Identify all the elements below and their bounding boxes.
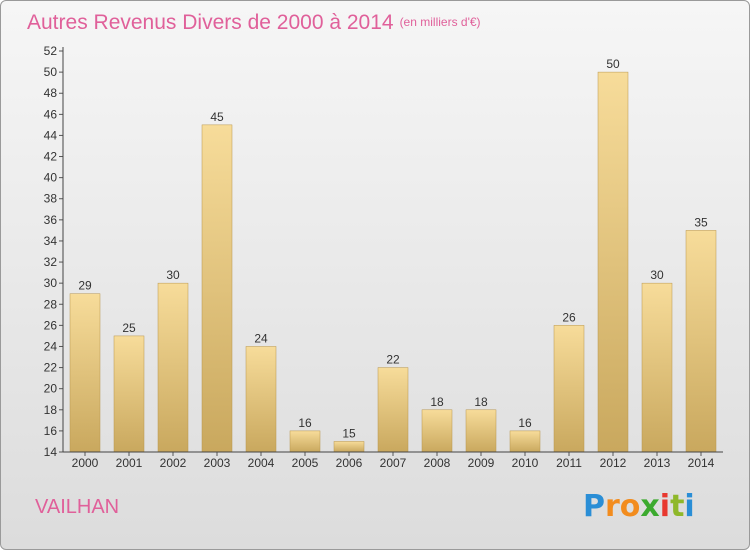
- y-tick-label: 52: [44, 44, 58, 58]
- y-tick-label: 28: [44, 297, 58, 311]
- logo-letter: t: [670, 489, 685, 524]
- y-tick-label: 22: [44, 361, 58, 375]
- x-tick-label: 2012: [600, 456, 627, 470]
- x-tick-label: 2001: [116, 456, 143, 470]
- logo-letter: r: [605, 489, 620, 524]
- bar-value-label: 50: [606, 57, 620, 71]
- y-tick-label: 44: [44, 128, 58, 142]
- x-tick-label: 2005: [292, 456, 319, 470]
- y-tick-label: 50: [44, 65, 58, 79]
- bar: [465, 409, 497, 453]
- y-tick-label: 14: [44, 445, 58, 459]
- y-tick-label: 26: [44, 318, 58, 332]
- proxiti-logo: Proxiti: [583, 489, 695, 524]
- x-tick-label: 2002: [160, 456, 187, 470]
- bar-value-label: 15: [342, 426, 356, 440]
- x-tick-label: 2000: [72, 456, 99, 470]
- bar: [245, 346, 277, 453]
- bar: [113, 335, 145, 453]
- y-tick-label: 48: [44, 86, 58, 100]
- y-tick-label: 42: [44, 150, 58, 164]
- bar-value-label: 25: [122, 321, 136, 335]
- bar-value-label: 35: [694, 215, 708, 229]
- commune-name: VAILHAN: [35, 496, 120, 518]
- bar-value-label: 22: [386, 353, 400, 367]
- y-tick-label: 16: [44, 424, 58, 438]
- y-tick-label: 24: [44, 339, 58, 353]
- x-tick-label: 2011: [556, 456, 582, 470]
- bar: [157, 282, 189, 453]
- y-tick-label: 30: [44, 276, 58, 290]
- bar: [201, 124, 233, 453]
- bar-value-label: 18: [474, 395, 488, 409]
- y-tick-label: 36: [44, 213, 58, 227]
- y-tick-label: 40: [44, 171, 58, 185]
- y-tick-label: 46: [44, 107, 58, 121]
- bar: [421, 409, 453, 453]
- bar-value-label: 16: [518, 416, 532, 430]
- x-tick-label: 2007: [380, 456, 407, 470]
- bar-value-label: 26: [562, 310, 576, 324]
- chart-subtitle: (en milliers d'€): [399, 15, 481, 29]
- bar-value-label: 29: [78, 279, 92, 293]
- x-tick-label: 2010: [512, 456, 539, 470]
- bar-value-label: 24: [254, 331, 268, 345]
- bar: [641, 282, 673, 453]
- y-tick-label: 38: [44, 192, 58, 206]
- logo-letter: x: [640, 489, 660, 524]
- y-tick-label: 32: [44, 255, 58, 269]
- logo-letter: o: [619, 489, 641, 524]
- y-tick-label: 34: [44, 234, 58, 248]
- bar: [69, 293, 101, 453]
- bar-value-label: 16: [298, 416, 312, 430]
- chart-title: Autres Revenus Divers de 2000 à 2014 (en …: [27, 11, 481, 35]
- y-tick-label: 20: [44, 382, 58, 396]
- bar: [377, 367, 409, 453]
- bar-value-label: 30: [166, 268, 180, 282]
- x-tick-label: 2008: [424, 456, 451, 470]
- bar-value-label: 18: [430, 395, 444, 409]
- bar: [597, 71, 629, 453]
- bar: [333, 441, 365, 453]
- logo-letter: i: [659, 489, 671, 524]
- x-tick-label: 2013: [644, 456, 671, 470]
- bar-value-label: 45: [210, 110, 224, 124]
- x-tick-label: 2004: [248, 456, 275, 470]
- bar: [685, 230, 717, 453]
- logo-letter: P: [583, 489, 605, 524]
- logo-letter: i: [684, 489, 695, 524]
- bar: [553, 325, 585, 453]
- x-tick-label: 2006: [336, 456, 363, 470]
- y-tick-label: 18: [44, 403, 58, 417]
- x-tick-label: 2014: [688, 456, 715, 470]
- bar-value-label: 30: [650, 268, 664, 282]
- bar: [289, 430, 321, 453]
- x-tick-label: 2009: [468, 456, 495, 470]
- x-tick-label: 2003: [204, 456, 231, 470]
- title-text: Autres Revenus Divers de 2000 à 2014: [27, 11, 394, 34]
- bar: [509, 430, 541, 453]
